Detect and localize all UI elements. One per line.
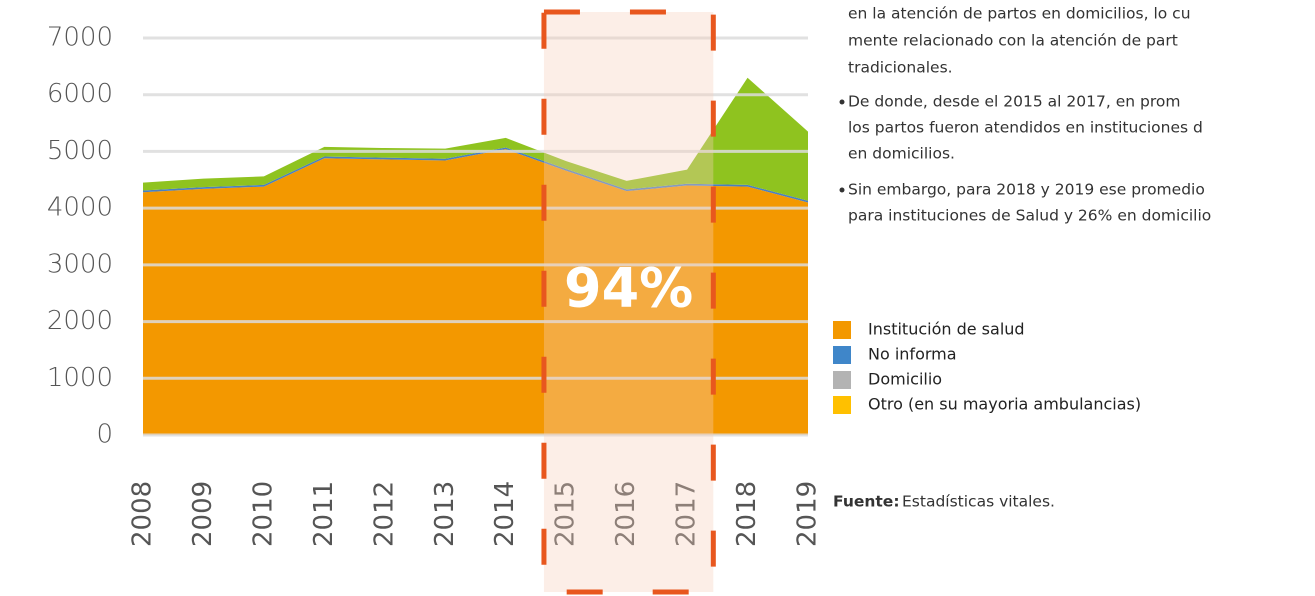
legend-swatch — [833, 396, 851, 414]
area — [143, 147, 808, 203]
x-tick-label: 2017 — [672, 481, 702, 547]
source-text: Estadísticas vitales. — [902, 493, 1055, 511]
x-tick-label: 2013 — [430, 481, 460, 547]
legend-label: Institución de salud — [868, 320, 1025, 339]
legend-swatch — [833, 346, 851, 364]
highlight-box — [541, 9, 716, 595]
y-tick-label: 1000 — [47, 363, 113, 393]
legend-swatch — [833, 371, 851, 389]
bullet-line: los partos fueron atendidos en instituci… — [848, 119, 1203, 137]
source-label: Fuente: — [833, 493, 900, 511]
x-tick-label: 2008 — [128, 481, 158, 547]
legend-label: No informa — [868, 345, 957, 364]
area — [143, 77, 808, 201]
legend-swatch — [833, 321, 851, 339]
x-tick-label: 2016 — [611, 481, 641, 547]
x-tick-label: 2012 — [369, 481, 399, 547]
x-tick-label: 2010 — [248, 481, 278, 547]
highlight-label: 94% — [564, 257, 693, 320]
paragraph-line: mente relacionado con la atención de par… — [848, 32, 1178, 50]
x-tick-label: 2019 — [793, 481, 823, 547]
bullet-line: Sin embargo, para 2018 y 2019 ese promed… — [848, 181, 1205, 199]
bullet — [839, 187, 845, 193]
paragraph-line: tradicionales. — [848, 59, 953, 77]
y-tick-label: 0 — [96, 420, 113, 450]
x-tick-label: 2014 — [490, 481, 520, 547]
y-tick-label: 3000 — [47, 249, 113, 279]
x-tick-label: 2018 — [732, 481, 762, 547]
area — [143, 149, 808, 435]
y-tick-label: 7000 — [47, 23, 113, 53]
bullet-line: en domicilios. — [848, 145, 955, 163]
bullet — [839, 99, 845, 105]
legend-label: Domicilio — [868, 370, 942, 389]
bullet-line: para instituciones de Salud y 26% en dom… — [848, 207, 1211, 225]
y-tick-label: 5000 — [47, 136, 113, 166]
legend-label: Otro (en su mayoria ambulancias) — [868, 395, 1141, 414]
x-tick-label: 2009 — [188, 481, 218, 547]
y-tick-label: 4000 — [47, 193, 113, 223]
bullet-line: De donde, desde el 2015 al 2017, en prom — [848, 93, 1180, 111]
x-tick-label: 2011 — [309, 481, 339, 547]
y-tick-label: 2000 — [47, 306, 113, 336]
paragraph-line: en la atención de partos en domicilios, … — [848, 5, 1191, 23]
x-tick-label: 2015 — [551, 481, 581, 547]
y-tick-label: 6000 — [47, 79, 113, 109]
